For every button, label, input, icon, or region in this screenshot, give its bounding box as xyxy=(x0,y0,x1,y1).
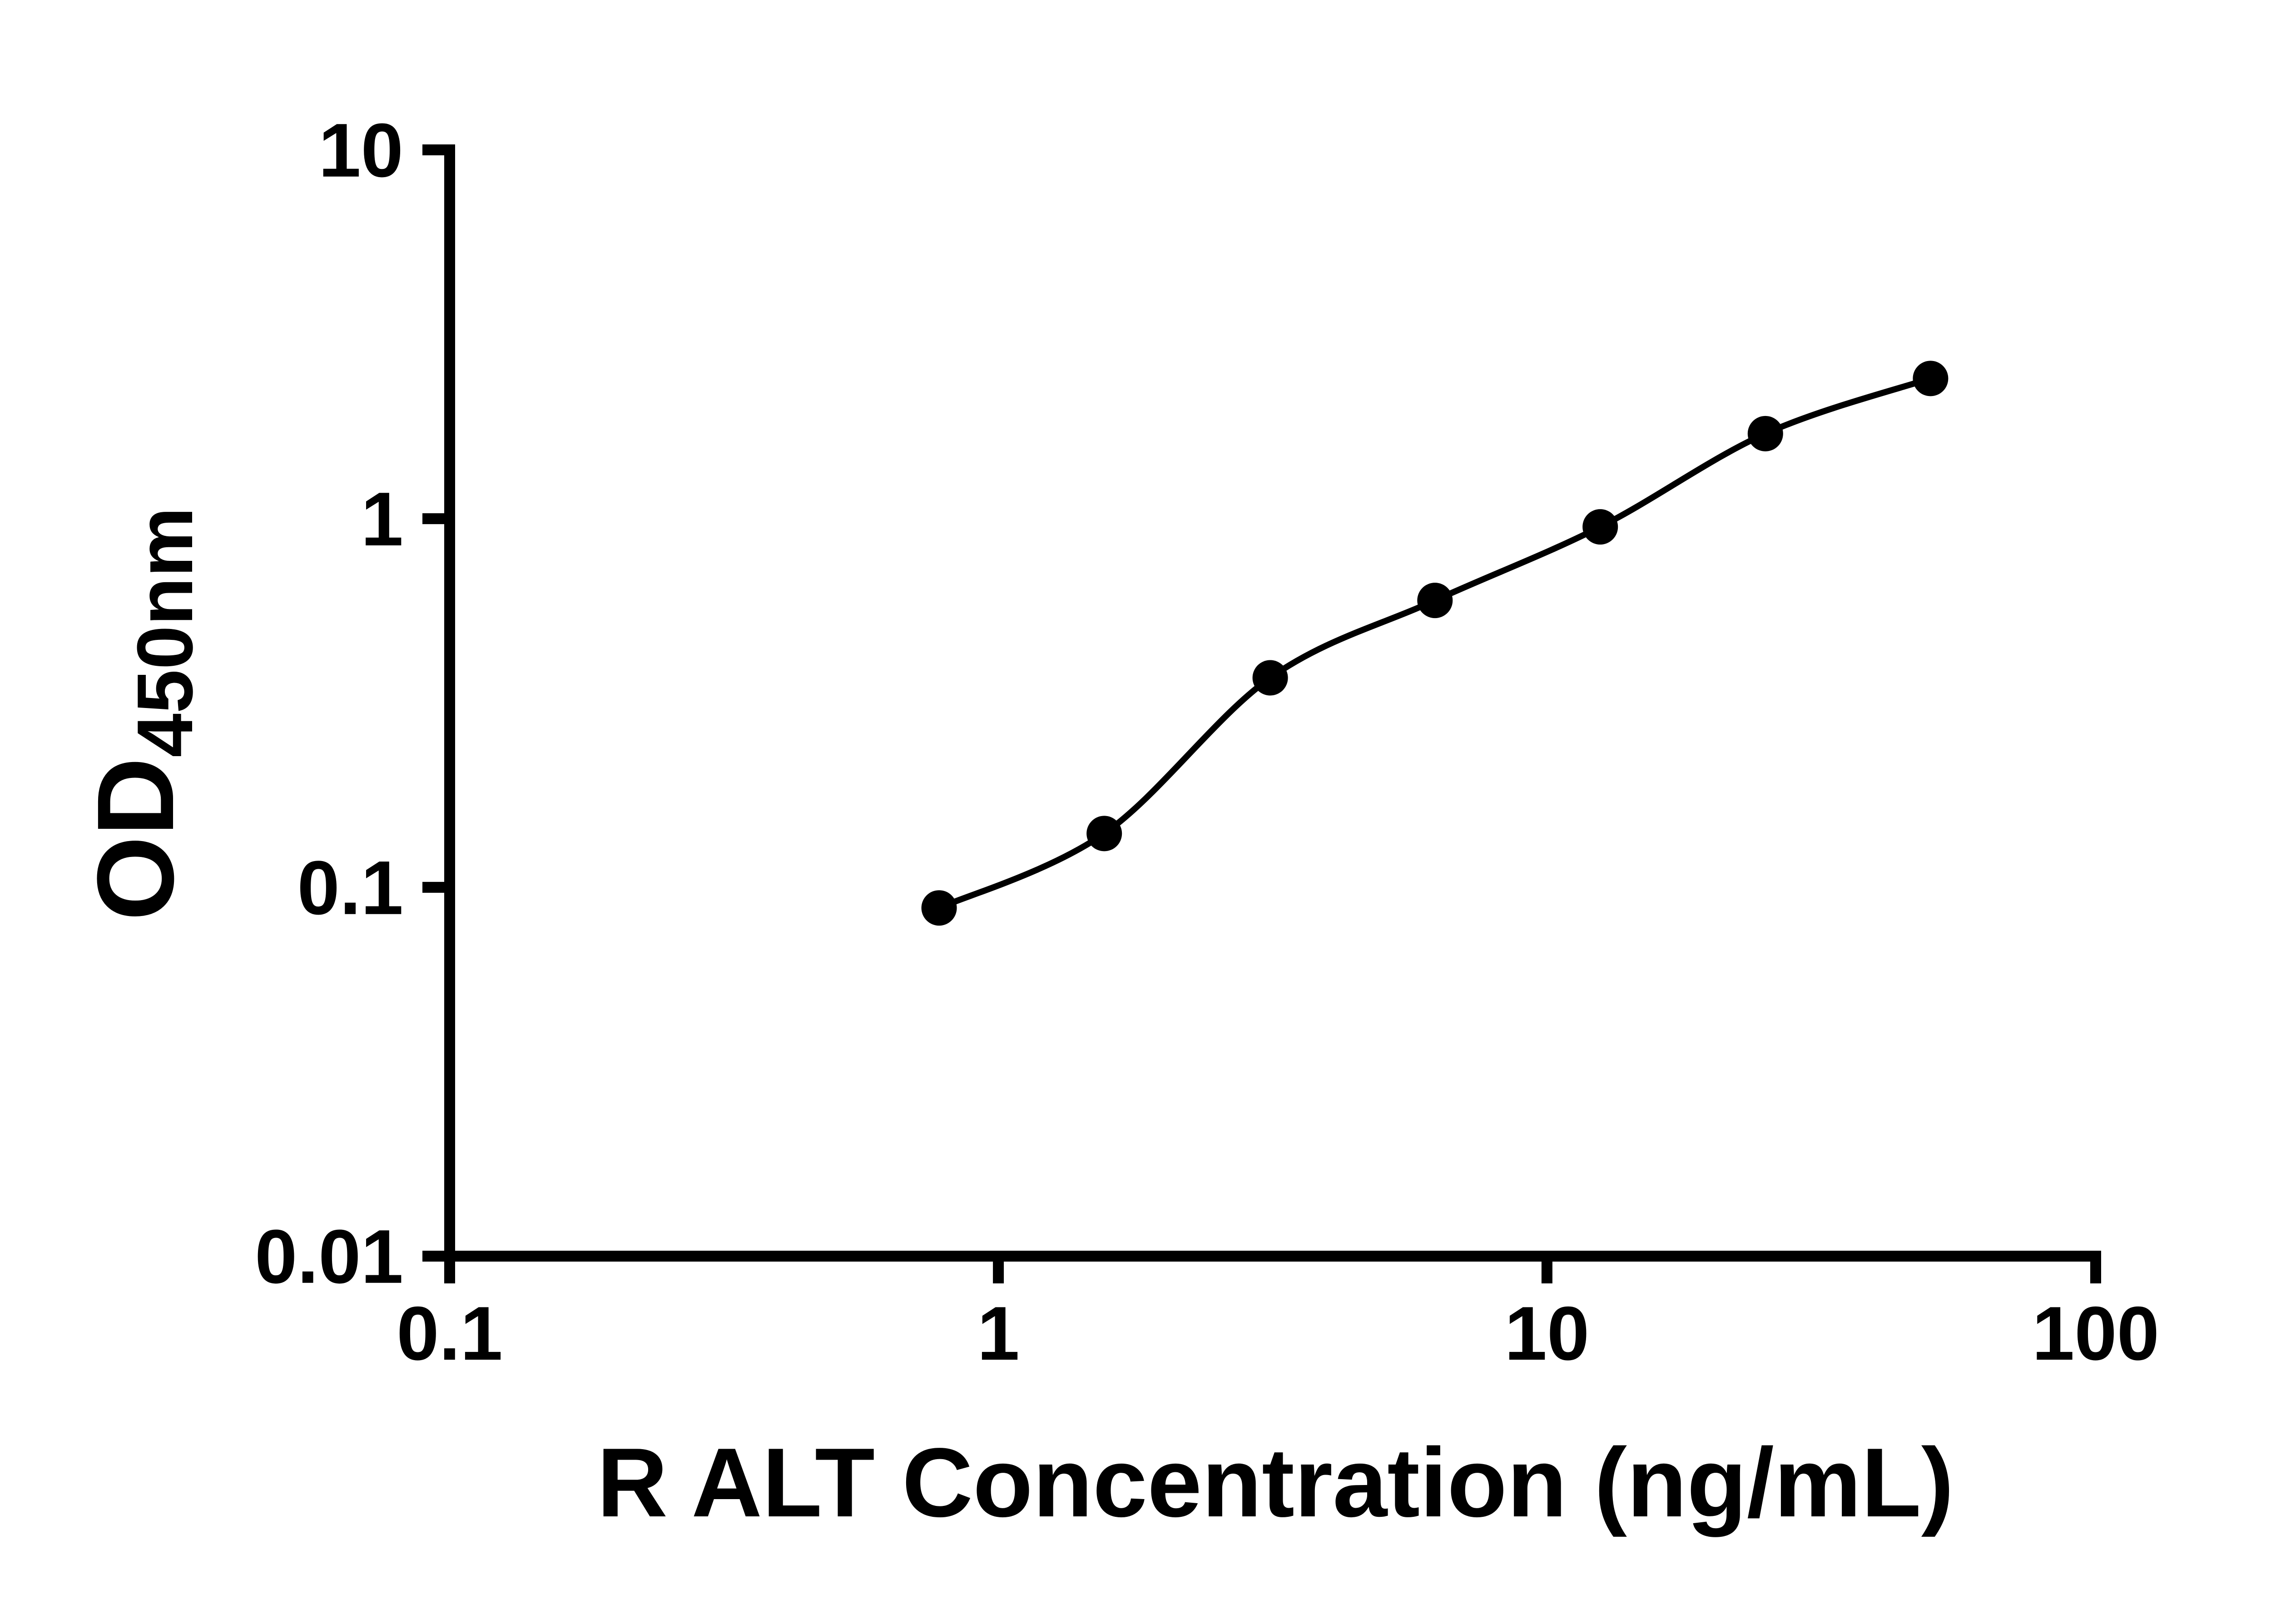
data-point xyxy=(1582,509,1618,545)
x-tick-label: 1 xyxy=(977,1291,1019,1376)
y-tick-label: 1 xyxy=(361,476,403,562)
data-point xyxy=(1747,416,1783,451)
data-point xyxy=(1417,583,1453,619)
x-tick-label: 10 xyxy=(1504,1291,1589,1376)
data-point xyxy=(921,890,957,926)
data-point xyxy=(1913,361,1949,396)
y-tick-label: 0.01 xyxy=(255,1214,403,1299)
y-axis-title: OD450nm xyxy=(75,507,210,921)
x-tick-label: 0.1 xyxy=(397,1291,503,1376)
y-tick-label: 0.1 xyxy=(297,845,403,931)
data-point xyxy=(1086,816,1122,852)
y-tick-label: 10 xyxy=(318,108,403,193)
y-axis-title-sub: 450nm xyxy=(121,507,210,758)
y-axis-title-main: OD xyxy=(75,757,196,921)
x-tick-label: 100 xyxy=(2032,1291,2159,1376)
x-axis-title: R ALT Concentration (ng/mL) xyxy=(597,1429,1954,1538)
data-point xyxy=(1252,660,1288,696)
